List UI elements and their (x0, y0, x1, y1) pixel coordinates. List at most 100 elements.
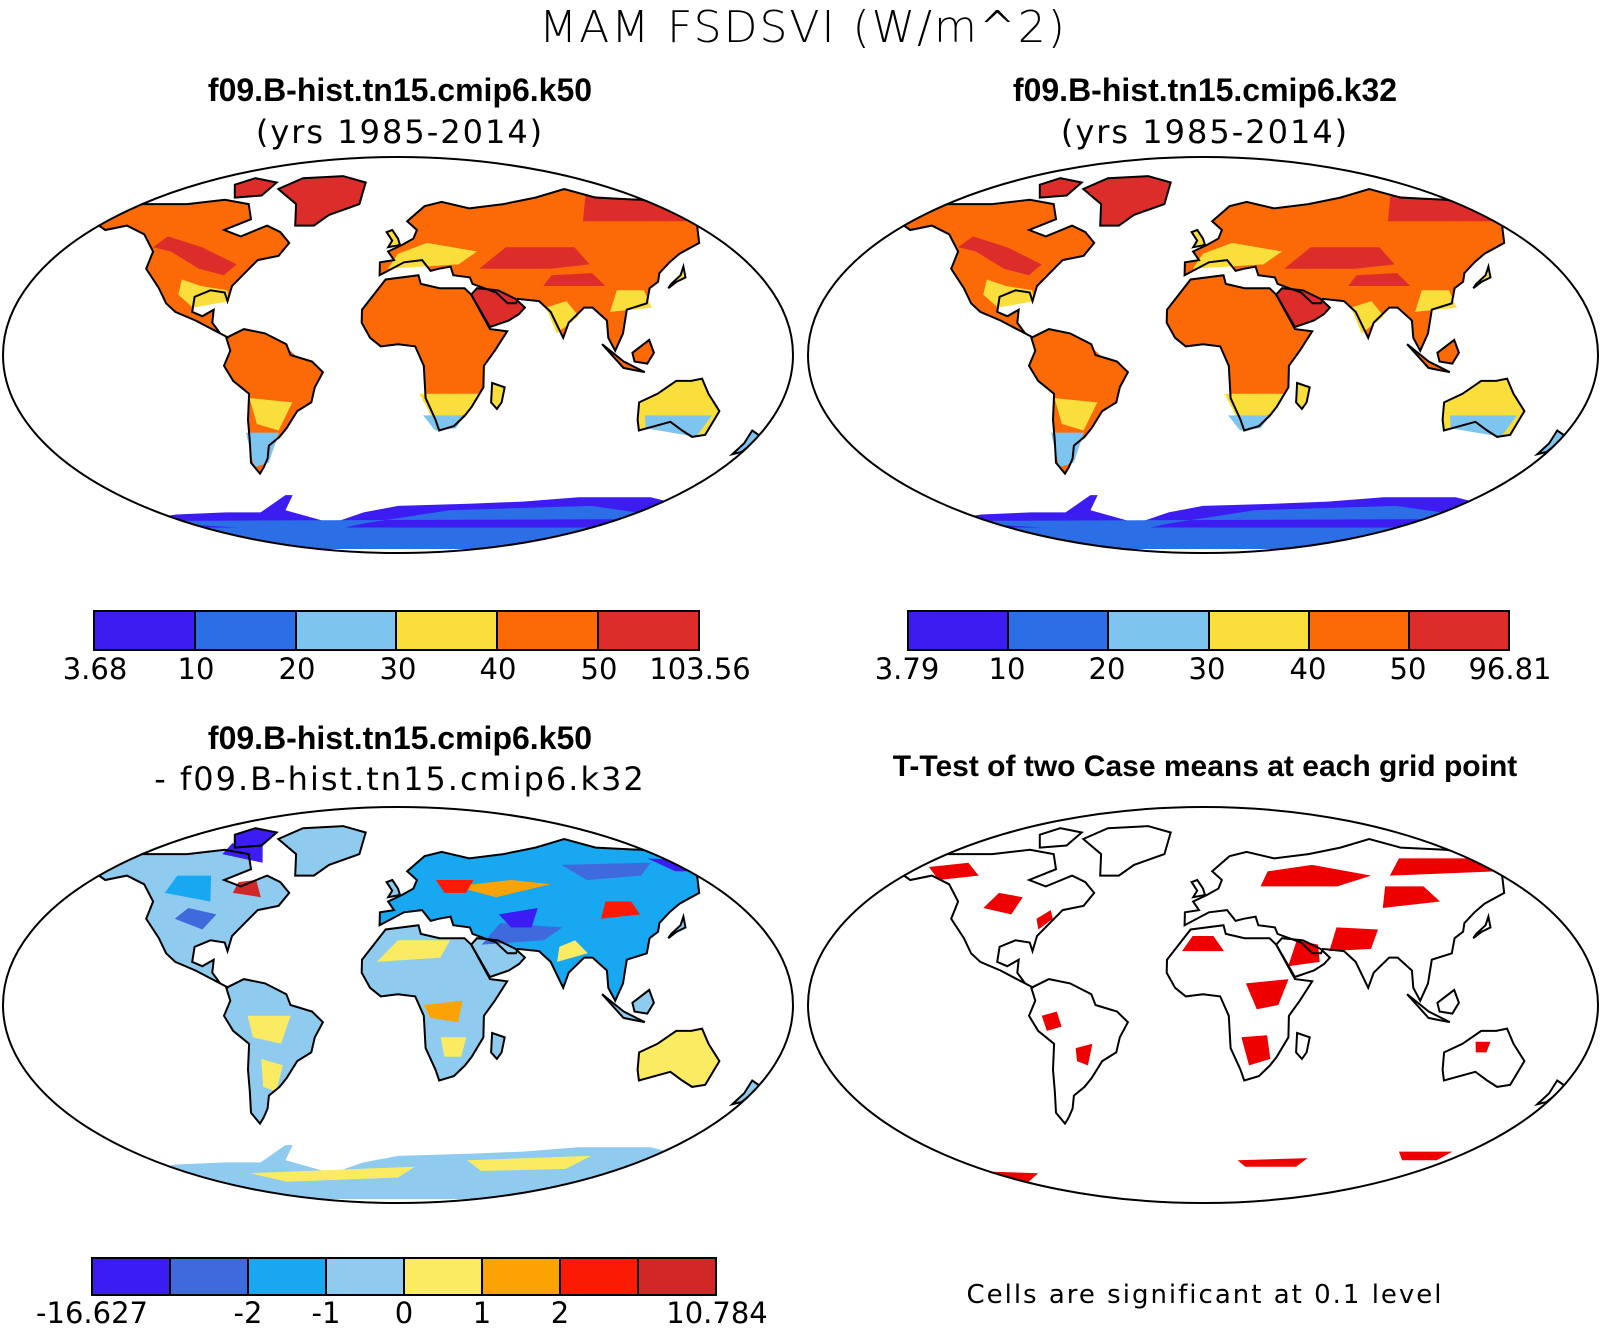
significant-region (983, 892, 1023, 915)
contour-region (958, 236, 1042, 276)
colorbar-tick-label: 3.79 (874, 652, 940, 686)
contour-region (249, 1166, 415, 1182)
contour-region (106, 527, 690, 549)
colorbar-swatch-5 (483, 1259, 561, 1294)
land-fill-borneo (632, 989, 654, 1014)
contour-region (440, 1037, 467, 1057)
colorbar-tick-label: 2 (550, 1296, 570, 1330)
coastline-japan (1472, 912, 1492, 939)
coastline-africa (1165, 274, 1314, 432)
coastline-japan (667, 262, 687, 289)
colorbar-swatch-7 (639, 1259, 715, 1294)
contour-region (557, 940, 588, 962)
significant-region (1260, 864, 1372, 887)
significant-region (1288, 940, 1320, 967)
coastline-greenland (1081, 825, 1172, 877)
colorbar-tick-label: 40 (479, 652, 517, 686)
colorbar-swatch-0 (95, 612, 196, 649)
coastline-arabia (1274, 287, 1332, 329)
panel3-title: f09.B-hist.tn15.cmip6.k50 (207, 720, 593, 756)
land-fill-uk (1191, 880, 1205, 898)
coastline-australia (636, 377, 721, 438)
panel4-map (807, 806, 1599, 1204)
coastline-greenland (1081, 175, 1172, 227)
panel1-colorbar (93, 610, 700, 651)
land-fill-namerica (898, 199, 1095, 338)
contour-region (543, 273, 606, 286)
colorbar-tick-label: 30 (379, 652, 417, 686)
colorbar-swatch-2 (1109, 612, 1210, 649)
panel1-subtitle: (yrs 1985-2014) (255, 113, 545, 151)
colorbar-tick-label: 20 (278, 652, 316, 686)
land-fill-africa (1166, 925, 1313, 1081)
contour-region (582, 195, 731, 222)
panel3-colorbar-labels: -16.627 -2 -1 0 1 2 10.784 (0, 1296, 800, 1330)
coastline-samerica (1027, 978, 1130, 1126)
coastline-uk (385, 878, 402, 899)
contour-region (249, 398, 293, 431)
colorbar-swatch-1 (171, 1259, 249, 1294)
coastline-madagascar (1295, 381, 1311, 411)
significant-region (1398, 1151, 1453, 1161)
coastline-australia (1441, 1027, 1526, 1088)
colorbar-swatch-1 (195, 612, 297, 649)
colorbar-swatch-4 (405, 1259, 483, 1294)
contour-region (232, 880, 261, 898)
colorbar-swatch-3 (397, 612, 499, 649)
colorbar-tick-label: -2 (233, 1296, 263, 1330)
panel2-colorbar-labels: 3.79 10 20 30 40 50 96.81 (805, 652, 1605, 692)
coastline-madagascar (1295, 1031, 1311, 1061)
land-fill-africa (1166, 275, 1313, 431)
panel3-map (2, 806, 794, 1204)
colorbar-swatch-3 (1209, 612, 1310, 649)
contour-region (1415, 290, 1457, 312)
colorbar-tick-label: 103.56 (649, 652, 751, 686)
coastline-australia (1441, 377, 1526, 438)
coastline-namerica (896, 848, 1096, 989)
coastline-ellesmere (1038, 177, 1084, 199)
contour-region (644, 415, 712, 437)
panel2-subtitle: (yrs 1985-2014) (1060, 113, 1350, 151)
colorbar-tick-label: 10 (177, 652, 215, 686)
panel3-subtitle: - f09.B-hist.tn15.cmip6.k32 (154, 760, 646, 798)
colorbar-swatch-3 (327, 1259, 405, 1294)
colorbar-swatch-1 (1009, 612, 1110, 649)
land-fill-australia (1442, 1028, 1525, 1087)
contour-region (1054, 398, 1098, 431)
contour-region (1449, 415, 1517, 437)
contour-region (911, 527, 1495, 549)
coastline-borneo (631, 988, 656, 1015)
contour-region (467, 1155, 592, 1171)
panel3-colorbar (91, 1257, 717, 1296)
land-fill-greenland (1083, 176, 1171, 226)
land-fill-uk (386, 230, 400, 248)
contour-region (479, 247, 590, 269)
coastline-namerica (91, 198, 291, 339)
coastline-borneo (1436, 338, 1461, 365)
colorbar-tick-label: 30 (1188, 652, 1226, 686)
colorbar-tick-label: 40 (1289, 652, 1327, 686)
contour-region (261, 1058, 283, 1092)
land-fill-uk (1191, 230, 1205, 248)
significant-region (1382, 886, 1440, 908)
contour-region (164, 875, 212, 902)
coastline-ellesmere (233, 177, 279, 199)
significant-region (1475, 1041, 1491, 1053)
contour-region (376, 940, 451, 962)
colorbar-tick-label: 96.81 (1468, 652, 1552, 686)
colorbar-swatch-2 (249, 1259, 327, 1294)
land-fill-africa (361, 925, 508, 1081)
coastline-africa (1165, 924, 1314, 1082)
significant-region (1245, 979, 1289, 1010)
land-fill-ellesmere (1039, 178, 1082, 198)
colorbar-swatch-6 (561, 1259, 639, 1294)
coastline-borneo (1436, 988, 1461, 1015)
significant-region (1075, 1043, 1093, 1066)
land-fill-africa (361, 275, 508, 431)
coastline-africa (360, 924, 509, 1082)
land-fill-borneo (1437, 989, 1459, 1014)
land-fill-eurasia (379, 839, 731, 1001)
contour-region (174, 908, 217, 930)
coastline-arabia (469, 287, 527, 329)
contour-region (653, 393, 708, 416)
